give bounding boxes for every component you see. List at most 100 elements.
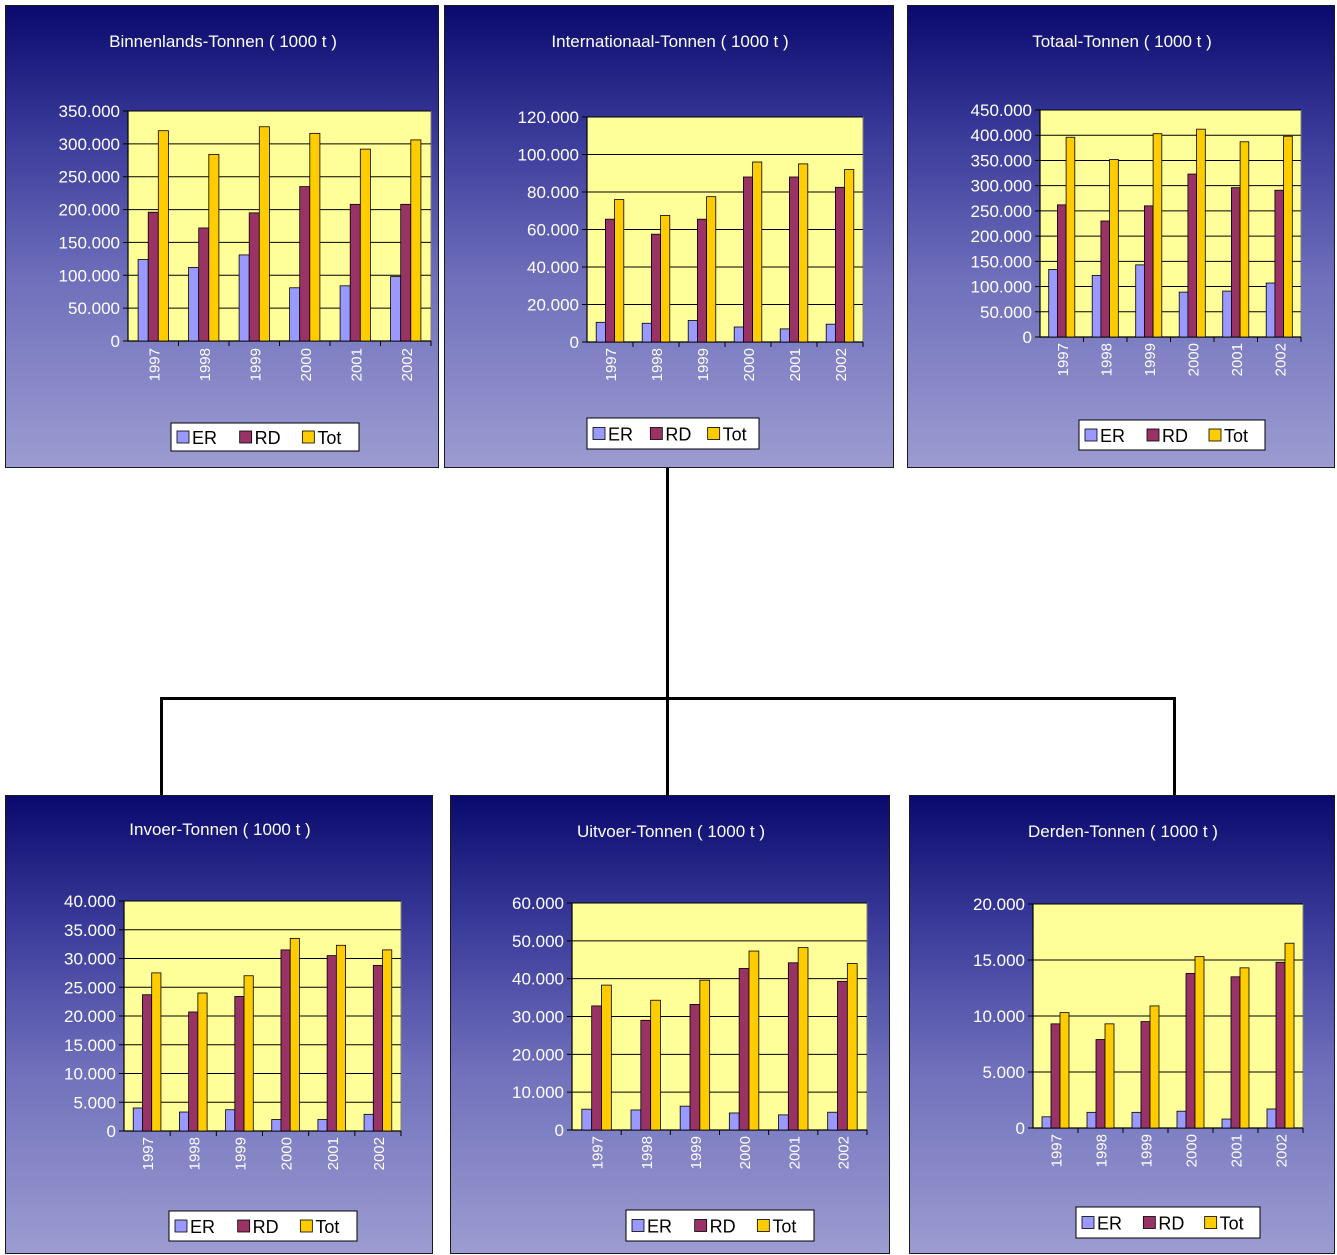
- legend-label-er: ER: [190, 1217, 215, 1237]
- bar-er-2001: [317, 1119, 328, 1132]
- bar-rd-2002: [372, 964, 383, 1132]
- bar-tot-1997: [151, 972, 162, 1132]
- plot-area: [127, 110, 432, 342]
- bar-tot-2002: [1283, 135, 1293, 338]
- bar-er-1998: [1091, 275, 1102, 338]
- y-tick-label: 0: [111, 332, 120, 351]
- x-tick-label: 2002: [833, 348, 850, 381]
- legend-swatch-rd: [649, 427, 663, 440]
- bar-rd-2001: [1230, 187, 1241, 338]
- y-tick-label: 30.000: [64, 950, 116, 969]
- bar-rd-2001: [349, 203, 361, 342]
- x-tick-label: 1997: [140, 1137, 157, 1170]
- y-tick-label: 350.000: [971, 151, 1032, 170]
- legend-swatch-tot: [756, 1219, 770, 1232]
- bar-rd-1999: [234, 996, 245, 1132]
- y-tick-label: 20.000: [512, 1045, 564, 1064]
- connector-drop-middle: [666, 697, 669, 797]
- bar-er-1998: [630, 1109, 642, 1131]
- legend-label-tot: Tot: [772, 1217, 796, 1237]
- bar-tot-1998: [208, 153, 220, 342]
- y-tick-label: 30.000: [512, 1008, 564, 1027]
- bar-rd-2000: [738, 968, 750, 1131]
- chart-title: Invoer-Tonnen ( 1000 t ): [129, 820, 310, 839]
- y-tick-label: 0: [1016, 1119, 1025, 1138]
- chart-panel-uitvoer: Uitvoer-Tonnen ( 1000 t ) 0 10.000 20.000 30…: [450, 795, 890, 1254]
- bar-rd-2002: [834, 186, 845, 343]
- bar-tot-1999: [699, 979, 711, 1131]
- legend-label-tot: Tot: [723, 425, 747, 445]
- bar-er-2001: [1221, 1118, 1232, 1129]
- bar-tot-1997: [601, 984, 612, 1131]
- chart-title: Internationaal-Tonnen ( 1000 t ): [551, 32, 788, 51]
- bar-tot-2000: [748, 950, 760, 1131]
- x-tick-label: 1999: [688, 1136, 705, 1169]
- x-tick-label: 2001: [1229, 343, 1246, 376]
- bar-er-2000: [271, 1119, 282, 1132]
- bar-rd-2001: [1230, 976, 1241, 1129]
- bar-er-1998: [178, 1111, 190, 1132]
- y-tick-label: 5.000: [982, 1063, 1025, 1082]
- x-tick-label: 2002: [1272, 343, 1289, 376]
- bar-tot-1999: [1149, 1005, 1160, 1129]
- x-tick-label: 1999: [695, 348, 712, 381]
- x-tick-label: 2001: [787, 348, 804, 381]
- bar-rd-2000: [1185, 973, 1196, 1129]
- chart-svg: Internationaal-Tonnen ( 1000 t ) 0 20.000 4…: [518, 32, 864, 450]
- bar-er-2000: [1178, 291, 1189, 338]
- y-tick-label: 350.000: [59, 102, 120, 121]
- x-tick-label: 2000: [741, 348, 758, 381]
- bar-tot-1998: [660, 215, 671, 343]
- connector-vertical-top: [666, 467, 669, 700]
- y-tick-label: 10.000: [512, 1083, 564, 1102]
- y-tick-label: 0: [107, 1122, 116, 1141]
- y-tick-label: 40.000: [527, 258, 579, 277]
- bar-er-1999: [687, 320, 698, 343]
- bar-tot-2000: [1194, 956, 1205, 1129]
- bar-er-2001: [779, 328, 790, 343]
- legend-label-er: ER: [1097, 1214, 1122, 1234]
- x-tick-label: 1999: [1142, 343, 1159, 376]
- y-tick-label: 250.000: [971, 202, 1032, 221]
- legend: [586, 417, 760, 450]
- bar-er-2002: [1265, 282, 1276, 338]
- bar-tot-2002: [382, 949, 393, 1132]
- bar-rd-1999: [248, 212, 260, 342]
- bar-rd-1997: [142, 994, 153, 1132]
- legend-swatch-rd: [239, 430, 253, 444]
- bar-rd-2001: [788, 176, 799, 343]
- bar-er-2002: [1266, 1108, 1277, 1129]
- legend-swatch-rd: [1142, 1216, 1156, 1229]
- bar-rd-1999: [689, 1003, 701, 1131]
- bar-er-2001: [339, 285, 351, 342]
- x-tick-label: 1999: [247, 348, 264, 381]
- y-tick-label: 10.000: [973, 1007, 1025, 1026]
- chart-title: Derden-Tonnen ( 1000 t ): [1028, 822, 1218, 841]
- bar-er-2000: [1176, 1110, 1187, 1129]
- x-tick-label: 2002: [371, 1137, 388, 1170]
- legend-label-tot: Tot: [317, 428, 341, 448]
- bar-tot-1999: [706, 196, 717, 343]
- bar-er-1997: [595, 321, 606, 343]
- legend-label-rd: RD: [255, 428, 281, 448]
- legend-label-er: ER: [192, 428, 217, 448]
- y-tick-label: 200.000: [59, 201, 120, 220]
- bar-tot-2001: [335, 944, 347, 1132]
- legend-swatch-er: [1081, 1216, 1095, 1229]
- y-tick-label: 80.000: [527, 183, 579, 202]
- chart-svg: Binnenlands-Tonnen ( 1000 t ) 0 50.000 100.…: [59, 32, 432, 452]
- bar-er-2002: [825, 323, 836, 343]
- legend: [625, 1209, 815, 1242]
- y-tick-label: 0: [570, 333, 579, 352]
- legend: [168, 1210, 358, 1242]
- x-tick-label: 2001: [1229, 1134, 1246, 1167]
- y-tick-label: 50.000: [68, 299, 120, 318]
- bar-rd-2002: [400, 203, 412, 342]
- bar-er-2001: [778, 1114, 789, 1131]
- x-tick-label: 1998: [649, 348, 666, 381]
- bar-er-1997: [137, 259, 149, 342]
- x-tick-label: 2000: [1184, 1134, 1201, 1167]
- bar-tot-2001: [1239, 141, 1250, 338]
- bar-tot-1998: [650, 999, 661, 1131]
- bar-er-2002: [390, 276, 402, 342]
